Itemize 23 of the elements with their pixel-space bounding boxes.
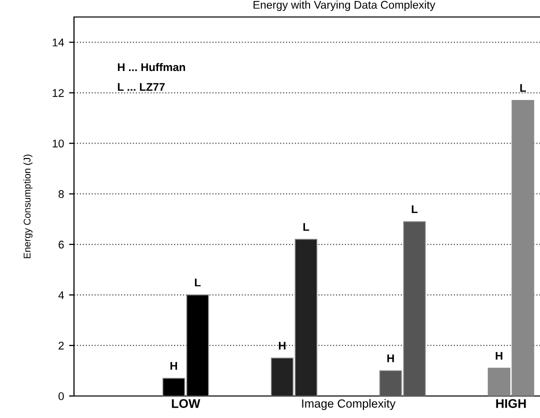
y-tick-label: 8 xyxy=(58,190,64,198)
y-tick-label: 2 xyxy=(58,342,64,350)
y-tick-label: 0 xyxy=(58,392,64,400)
series-label: H xyxy=(278,342,286,350)
y-axis-title: Energy Consumption (J) xyxy=(23,154,32,258)
x-axis-title: Image Complexity xyxy=(302,399,396,410)
y-tick-label: 4 xyxy=(58,291,64,299)
text: H xyxy=(387,354,394,362)
text: H xyxy=(496,352,502,360)
text: L xyxy=(412,205,418,214)
series-label: L xyxy=(520,84,526,92)
y-tick-label: 10 xyxy=(52,140,64,148)
chart-title: Energy with Varying Data Complexity xyxy=(254,0,436,11)
x-tick-label: LOW xyxy=(172,399,200,408)
y-tick-label: 14 xyxy=(52,38,64,46)
text: H xyxy=(170,362,178,370)
annotation: L ... LZ77 xyxy=(118,83,165,91)
text: L xyxy=(303,223,310,231)
y-tick-label: 6 xyxy=(58,240,64,249)
text: L xyxy=(194,278,201,286)
x-tick-label: HIGH xyxy=(496,399,526,408)
y-tick-label: 12 xyxy=(52,89,64,97)
annotation: H ... Huffman xyxy=(118,62,186,72)
